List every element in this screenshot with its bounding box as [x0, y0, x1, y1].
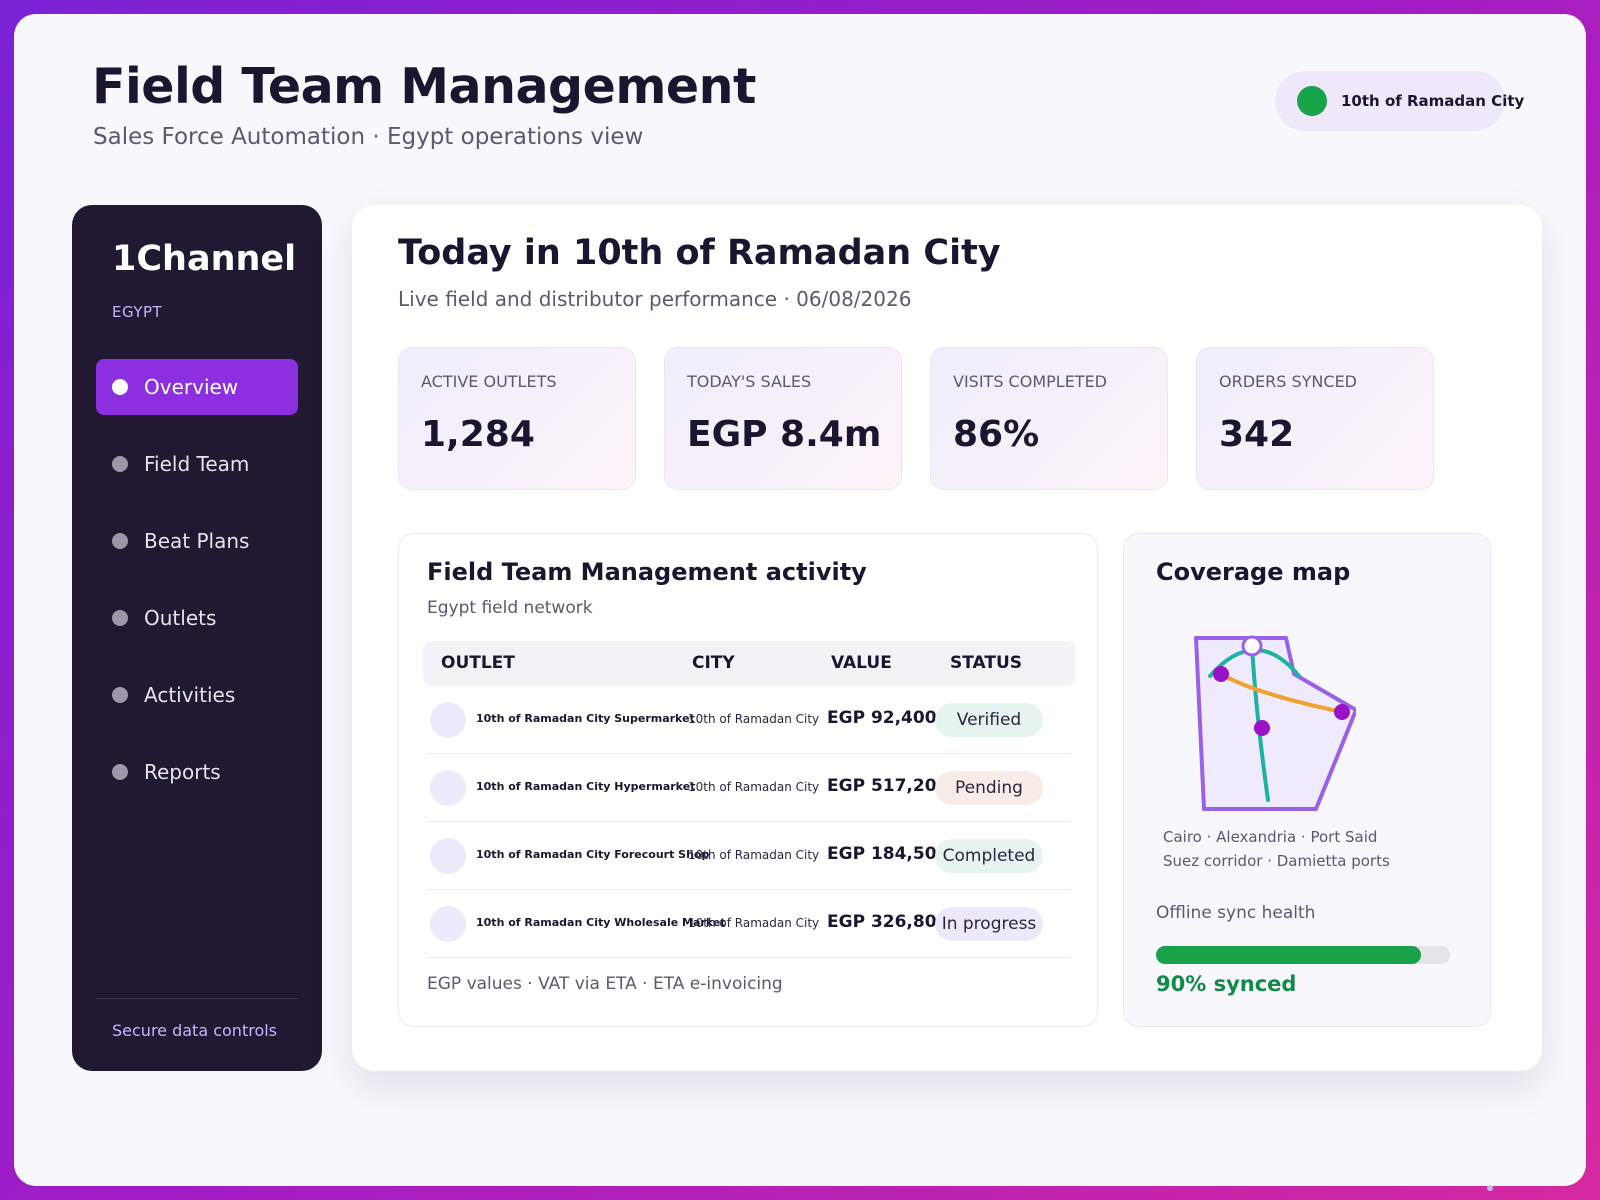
kpi-card-orders-synced: ORDERS SYNCED 342 [1196, 347, 1434, 490]
app-frame: Field Team Management Sales Force Automa… [14, 14, 1586, 1191]
sidebar-item-label: Reports [144, 760, 221, 784]
table-row[interactable]: 10th of Ramadan City Forecourt Shop 10th… [427, 822, 1071, 890]
kpi-value: EGP 8.4m [687, 414, 882, 455]
kpi-label: ORDERS SYNCED [1219, 372, 1357, 391]
kpi-value: 1,284 [421, 414, 535, 455]
cell-outlet: 10th of Ramadan City Hypermarket [476, 780, 696, 793]
status-dot-icon [1297, 86, 1327, 116]
table-row[interactable]: 10th of Ramadan City Supermarket 10th of… [427, 686, 1071, 754]
sync-label: Offline sync health [1156, 903, 1316, 923]
kpi-card-todays-sales: TODAY'S SALES EGP 8.4m [664, 347, 902, 490]
main-subtitle: Live field and distributor performance ·… [398, 287, 912, 311]
page-title: Field Team Management [92, 58, 756, 115]
route-orange [1219, 672, 1344, 714]
sync-progress-bar [1156, 946, 1450, 964]
sidebar-item-label: Beat Plans [144, 529, 250, 553]
cell-value: EGP 326,800 [827, 912, 949, 932]
brand-logo: 1Channel [112, 239, 297, 279]
sync-value: 90% synced [1156, 972, 1297, 996]
sidebar-divider [96, 998, 298, 999]
column-header-city[interactable]: CITY [692, 653, 735, 673]
sync-progress-fill [1156, 946, 1421, 964]
outlet-avatar-icon [430, 702, 466, 738]
table-row[interactable]: 10th of Ramadan City Wholesale Market 10… [427, 890, 1071, 958]
table-header: OUTLET CITY VALUE STATUS [423, 641, 1075, 686]
outlet-avatar-icon [430, 906, 466, 942]
kpi-label: VISITS COMPLETED [953, 372, 1107, 391]
bullet-icon [112, 456, 128, 472]
cell-outlet: 10th of Ramadan City Supermarket [476, 712, 695, 725]
map-node-east [1334, 704, 1350, 720]
sidebar: 1Channel EGYPT Overview Field Team Beat … [72, 205, 322, 1071]
map-node-hub [1241, 635, 1263, 657]
status-badge: In progress [935, 907, 1043, 941]
coverage-title: Coverage map [1156, 558, 1351, 586]
kpi-value: 86% [953, 414, 1040, 455]
cell-city: 10th of Ramadan City [688, 916, 820, 930]
sidebar-item-label: Outlets [144, 606, 217, 630]
table-row[interactable]: 10th of Ramadan City Hypermarket 10th of… [427, 754, 1071, 822]
decorative-dot [1487, 1185, 1493, 1191]
outlet-avatar-icon [430, 838, 466, 874]
activity-panel: Field Team Management activity Egypt fie… [398, 533, 1098, 1027]
sidebar-item-overview[interactable]: Overview [96, 359, 298, 415]
coverage-panel: Coverage map Cairo · Alexandria · Port S… [1123, 533, 1491, 1027]
activity-footnote: EGP values · VAT via ETA · ETA e-invoici… [427, 974, 783, 994]
outlet-avatar-icon [430, 770, 466, 806]
location-label: 10th of Ramadan City [1341, 92, 1525, 110]
cell-city: 10th of Ramadan City [688, 848, 820, 862]
map-node-center [1254, 720, 1270, 736]
sidebar-item-outlets[interactable]: Outlets [96, 590, 298, 646]
cell-outlet: 10th of Ramadan City Wholesale Market [476, 916, 726, 929]
main-panel: Today in 10th of Ramadan City Live field… [352, 205, 1542, 1071]
sidebar-item-field-team[interactable]: Field Team [96, 436, 298, 492]
status-badge: Verified [935, 703, 1043, 737]
kpi-card-visits-completed: VISITS COMPLETED 86% [930, 347, 1168, 490]
kpi-card-active-outlets: ACTIVE OUTLETS 1,284 [398, 347, 636, 490]
bullet-icon [112, 764, 128, 780]
cell-value: EGP 517,200 [827, 776, 949, 796]
status-badge: Pending [935, 771, 1043, 805]
route-teal-main [1250, 644, 1270, 802]
bullet-icon [112, 687, 128, 703]
bullet-icon [112, 610, 128, 626]
map-node-west [1213, 666, 1229, 682]
column-header-value[interactable]: VALUE [831, 653, 892, 673]
bullet-icon [112, 379, 128, 395]
bullet-icon [112, 533, 128, 549]
sidebar-item-reports[interactable]: Reports [96, 744, 298, 800]
page-subtitle: Sales Force Automation · Egypt operation… [93, 124, 644, 150]
coverage-map-icon[interactable] [1186, 634, 1356, 819]
kpi-label: TODAY'S SALES [687, 372, 812, 391]
sidebar-item-label: Activities [144, 683, 236, 707]
cell-city: 10th of Ramadan City [688, 712, 820, 726]
column-header-outlet[interactable]: OUTLET [441, 653, 515, 673]
status-badge: Completed [935, 839, 1043, 873]
kpi-value: 342 [1219, 414, 1295, 455]
main-title: Today in 10th of Ramadan City [398, 233, 1001, 273]
sidebar-item-activities[interactable]: Activities [96, 667, 298, 723]
cell-outlet: 10th of Ramadan City Forecourt Shop [476, 848, 710, 861]
sidebar-item-beat-plans[interactable]: Beat Plans [96, 513, 298, 569]
secure-data-link[interactable]: Secure data controls [112, 1021, 278, 1040]
column-header-status[interactable]: STATUS [950, 653, 1023, 673]
activity-title: Field Team Management activity [427, 558, 867, 586]
map-caption: Suez corridor · Damietta ports [1163, 852, 1390, 870]
activity-subtitle: Egypt field network [427, 598, 593, 618]
cell-city: 10th of Ramadan City [688, 780, 820, 794]
sidebar-nav: Overview Field Team Beat Plans Outlets A… [96, 359, 298, 821]
cell-value: EGP 184,500 [827, 844, 949, 864]
map-caption: Cairo · Alexandria · Port Said [1163, 828, 1378, 846]
location-selector[interactable]: 10th of Ramadan City [1275, 71, 1524, 131]
sidebar-item-label: Overview [144, 375, 239, 399]
cell-value: EGP 92,400 [827, 708, 937, 728]
sidebar-item-label: Field Team [144, 452, 250, 476]
brand-region: EGYPT [112, 303, 163, 321]
kpi-label: ACTIVE OUTLETS [421, 372, 557, 391]
